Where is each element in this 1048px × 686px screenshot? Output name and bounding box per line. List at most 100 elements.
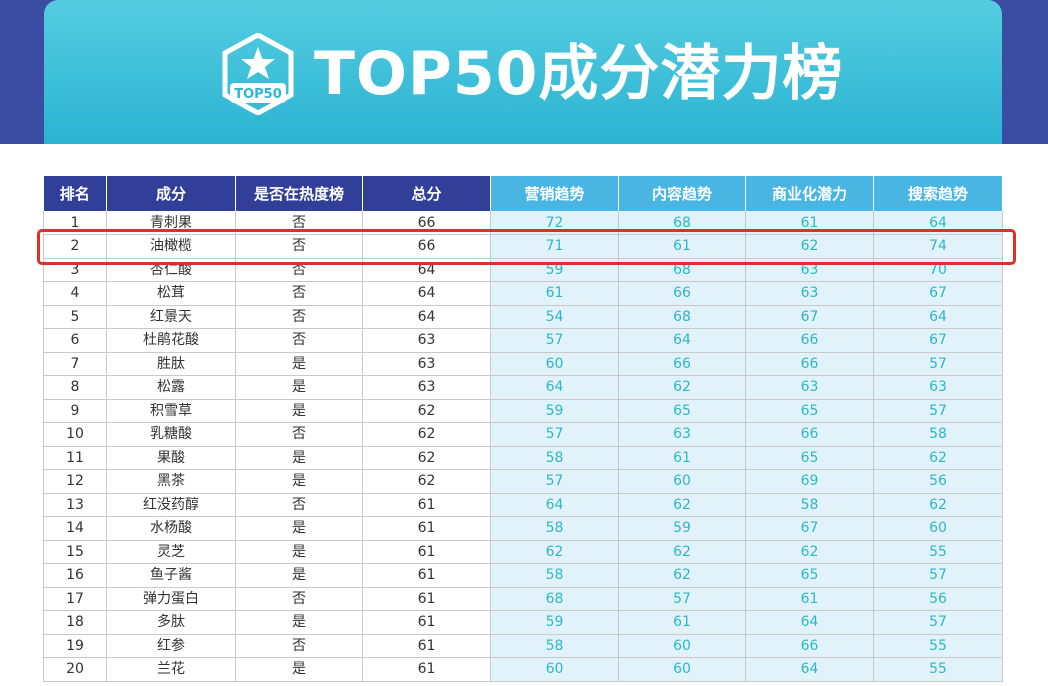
search-trend-cell: 56 (873, 587, 1003, 611)
content-trend-cell: 66 (618, 352, 746, 376)
title-banner (44, 0, 1002, 144)
hot-list-cell: 是 (235, 610, 363, 635)
hot-list-cell: 是 (235, 469, 363, 494)
search-trend-cell: 67 (873, 328, 1003, 353)
total-score-cell: 61 (362, 587, 491, 611)
rank-cell: 5 (43, 305, 107, 329)
star-icon (241, 47, 275, 79)
table-row: 4 松茸否 64 61 66 63 67 (43, 281, 1003, 306)
ingredient-cell: 红景天 (106, 305, 236, 329)
table-row: 3 杏仁酸否 64 59 68 63 70 (43, 258, 1003, 282)
content-trend-cell: 64 (618, 328, 746, 353)
marketing-trend-cell: 59 (490, 610, 619, 635)
marketing-trend-cell: 64 (490, 493, 619, 517)
hot-list-cell: 是 (235, 352, 363, 376)
hot-list-cell: 是 (235, 399, 363, 423)
total-score-cell: 66 (362, 211, 491, 235)
total-score-cell: 63 (362, 375, 491, 400)
marketing-trend-cell: 64 (490, 375, 619, 400)
content-trend-cell: 59 (618, 516, 746, 541)
top50-badge: TOP50 (222, 33, 294, 115)
ingredient-cell: 红参 (106, 634, 236, 658)
hot-list-cell: 是 (235, 446, 363, 470)
search-trend-cell: 55 (873, 634, 1003, 658)
marketing-trend-cell: 59 (490, 258, 619, 282)
total-score-cell: 61 (362, 516, 491, 541)
hot-list-cell: 否 (235, 305, 363, 329)
content-trend-cell: 57 (618, 587, 746, 611)
marketing-trend-cell: 57 (490, 422, 619, 447)
total-score-cell: 66 (362, 234, 491, 259)
marketing-trend-cell: 61 (490, 281, 619, 306)
hot-list-cell: 否 (235, 587, 363, 611)
ingredient-cell: 多肽 (106, 610, 236, 635)
rank-cell: 1 (43, 211, 107, 235)
ingredient-header: 成分 (106, 176, 236, 211)
marketing-trend-cell: 57 (490, 328, 619, 353)
rank-cell: 18 (43, 610, 107, 635)
marketing-trend-cell: 57 (490, 469, 619, 494)
hot-list-header: 是否在热度榜 (235, 176, 363, 211)
total-score-cell: 61 (362, 540, 491, 564)
total-score-cell: 61 (362, 610, 491, 635)
table-row: 2 油橄榄否 66 71 61 62 74 (43, 234, 1003, 259)
table-row: 16 鱼子酱是 61 58 62 65 57 (43, 563, 1003, 588)
search-trend-cell: 74 (873, 234, 1003, 259)
content-trend-cell: 62 (618, 493, 746, 517)
commercial-potential-header: 商业化潜力 (745, 176, 874, 211)
table-row: 13 红没药醇否 61 64 62 58 62 (43, 493, 1003, 517)
ingredient-cell: 黑茶 (106, 469, 236, 494)
total-score-cell: 64 (362, 305, 491, 329)
ingredient-cell: 果酸 (106, 446, 236, 470)
hot-list-cell: 是 (235, 516, 363, 541)
content-trend-cell: 60 (618, 469, 746, 494)
table-row: 9 积雪草是 62 59 65 65 57 (43, 399, 1003, 423)
rank-cell: 8 (43, 375, 107, 400)
search-trend-cell: 63 (873, 375, 1003, 400)
rank-cell: 10 (43, 422, 107, 447)
marketing-trend-cell: 58 (490, 563, 619, 588)
ingredient-cell: 杜鹃花酸 (106, 328, 236, 353)
search-trend-cell: 62 (873, 446, 1003, 470)
rank-cell: 16 (43, 563, 107, 588)
marketing-trend-cell: 60 (490, 352, 619, 376)
marketing-trend-cell: 58 (490, 634, 619, 658)
table-row: 17 弹力蛋白否 61 68 57 61 56 (43, 587, 1003, 611)
total-score-cell: 63 (362, 328, 491, 353)
table-row: 14 水杨酸是 61 58 59 67 60 (43, 516, 1003, 541)
table-row: 10 乳糖酸否 62 57 63 66 58 (43, 422, 1003, 447)
table-row: 18 多肽是 61 59 61 64 57 (43, 610, 1003, 635)
hot-list-cell: 否 (235, 234, 363, 259)
hot-list-cell: 否 (235, 328, 363, 353)
content-trend-cell: 62 (618, 540, 746, 564)
total-score-cell: 61 (362, 563, 491, 588)
ingredient-cell: 鱼子酱 (106, 563, 236, 588)
table-row: 12 黑茶是 62 57 60 69 56 (43, 469, 1003, 494)
ingredient-cell: 油橄榄 (106, 234, 236, 259)
commercial-potential-cell: 64 (745, 610, 874, 635)
search-trend-cell: 58 (873, 422, 1003, 447)
content-trend-cell: 65 (618, 399, 746, 423)
rank-cell: 12 (43, 469, 107, 494)
commercial-potential-cell: 64 (745, 657, 874, 682)
content-trend-cell: 61 (618, 446, 746, 470)
content-trend-cell: 68 (618, 305, 746, 329)
marketing-trend-header: 营销趋势 (490, 176, 619, 211)
search-trend-cell: 60 (873, 516, 1003, 541)
commercial-potential-cell: 66 (745, 634, 874, 658)
hot-list-cell: 是 (235, 657, 363, 682)
content-trend-cell: 63 (618, 422, 746, 447)
table-row: 1 青刺果否 66 72 68 61 64 (43, 211, 1003, 235)
search-trend-cell: 57 (873, 399, 1003, 423)
search-trend-cell: 70 (873, 258, 1003, 282)
search-trend-cell: 64 (873, 211, 1003, 235)
commercial-potential-cell: 66 (745, 328, 874, 353)
commercial-potential-cell: 62 (745, 234, 874, 259)
ingredient-cell: 松茸 (106, 281, 236, 306)
content-trend-cell: 68 (618, 258, 746, 282)
total-score-cell: 62 (362, 446, 491, 470)
content-trend-cell: 60 (618, 634, 746, 658)
rank-cell: 11 (43, 446, 107, 470)
rank-cell: 7 (43, 352, 107, 376)
search-trend-cell: 57 (873, 610, 1003, 635)
